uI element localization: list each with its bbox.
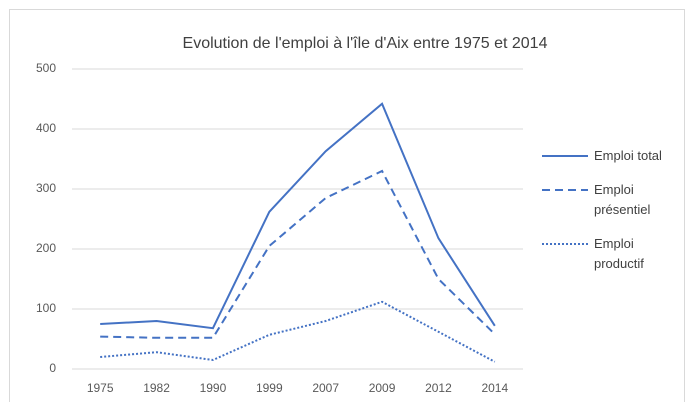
y-tick-label: 500 [36,61,56,75]
legend-item: Emploi présentiel [540,180,690,220]
y-tick-label: 200 [36,241,56,255]
legend-label: Emploi présentiel [594,182,651,217]
x-tick-label: 2007 [312,381,339,395]
legend-label: Emploi productif [594,236,644,271]
y-tick-label: 400 [36,121,56,135]
legend-label: Emploi total [594,148,662,163]
x-tick-label: 1990 [200,381,227,395]
series-line [100,169,496,339]
x-tick-label: 1982 [143,381,170,395]
chart-border [9,9,685,402]
x-tick-label: 2009 [369,381,396,395]
legend-swatch [542,189,588,191]
chart-title: Evolution de l'emploi à l'île d'Aix entr… [183,35,548,52]
legend-item: Emploi productif [540,234,690,274]
x-tick-label: 1975 [87,381,114,395]
x-tick-label: 1999 [256,381,283,395]
x-tick-label: 2012 [425,381,452,395]
legend-swatch [542,243,588,245]
series-line [100,300,496,363]
legend: Emploi total Emploi présentiel Emploi prod… [540,146,690,288]
legend-item: Emploi total [540,146,690,166]
y-tick-label: 300 [36,181,56,195]
x-tick-label: 2014 [481,381,508,395]
series-line [100,102,496,330]
y-tick-label: 0 [49,361,56,375]
legend-swatch [542,155,588,157]
y-tick-label: 100 [36,301,56,315]
